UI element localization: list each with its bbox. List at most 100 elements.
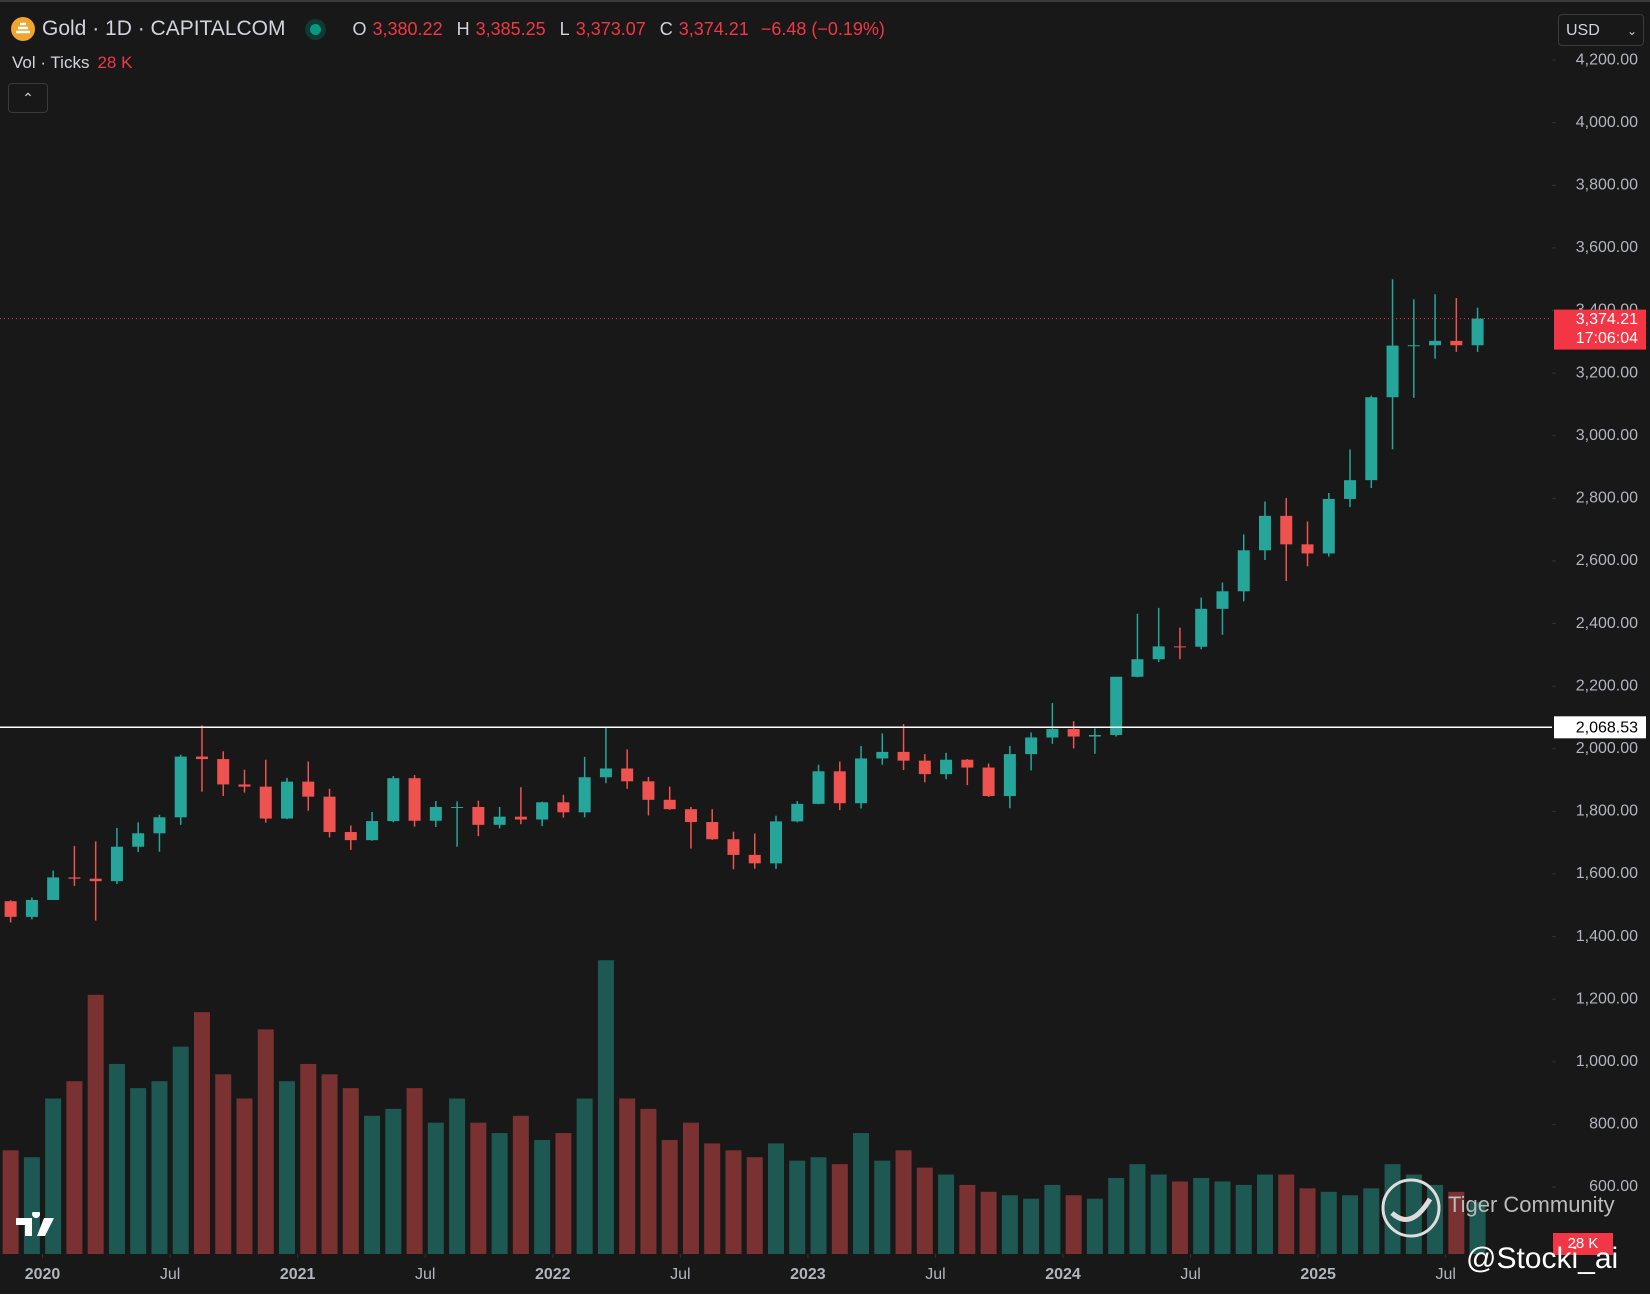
- volume-bar: [704, 1143, 721, 1254]
- candle-body: [1067, 729, 1080, 737]
- candle-body: [706, 822, 719, 840]
- volume-bar: [321, 1074, 338, 1254]
- candle-body: [1152, 646, 1165, 660]
- collapse-button[interactable]: ⌃: [8, 83, 48, 113]
- volume-bar: [342, 1088, 359, 1254]
- volume-bar: [853, 1133, 870, 1254]
- y-tick-label: 3,000.00: [1576, 427, 1638, 444]
- volume-bar: [640, 1108, 657, 1254]
- candle-body: [1131, 659, 1144, 677]
- candle-body: [1280, 515, 1293, 545]
- volume-bar: [172, 1046, 189, 1254]
- candle-body: [174, 756, 187, 818]
- volume-bar: [87, 994, 104, 1254]
- volume-bar: [1235, 1184, 1252, 1254]
- volume-bar: [576, 1098, 593, 1254]
- price-label-box: [1554, 309, 1646, 350]
- volume-bar: [874, 1160, 891, 1254]
- y-tick-label: 2,400.00: [1576, 615, 1638, 632]
- y-tick-label: 1,400.00: [1576, 928, 1638, 945]
- volume-bar: [1171, 1181, 1188, 1254]
- volume-bar: [1086, 1198, 1103, 1254]
- candle-body: [429, 806, 442, 821]
- x-tick-label: 2021: [280, 1266, 316, 1283]
- candle-body: [25, 899, 38, 917]
- volume-bar: [1001, 1195, 1018, 1254]
- x-tick-label: 2024: [1045, 1266, 1081, 1283]
- volume-bar: [1023, 1198, 1040, 1254]
- volume-bar: [215, 1074, 232, 1254]
- volume-bar: [300, 1063, 317, 1254]
- candle-body: [238, 784, 251, 787]
- y-tick-label: 4,200.00: [1576, 51, 1638, 68]
- x-tick-label: Jul: [1435, 1266, 1455, 1283]
- y-tick-label: 1,800.00: [1576, 803, 1638, 820]
- candle-body: [47, 877, 60, 900]
- candle-body: [1046, 729, 1059, 738]
- volume-bar: [1299, 1188, 1316, 1254]
- volume-value: 28 K: [97, 53, 133, 72]
- candle-body: [1258, 515, 1271, 551]
- candle-body: [514, 816, 527, 820]
- volume-bar: [768, 1143, 784, 1254]
- volume-bar: [1469, 1202, 1486, 1254]
- low-value: 3,373.07: [575, 18, 646, 39]
- candle-body: [1407, 345, 1420, 347]
- tv-logo: [16, 1212, 54, 1236]
- candle-body: [748, 854, 761, 864]
- legend-header: Gold · 1D · CAPITALCOM O 3,380.22 H 3,385.…: [10, 16, 885, 42]
- candle-body: [472, 806, 485, 825]
- candle-body: [1386, 345, 1399, 398]
- high-letter: H: [456, 18, 470, 39]
- volume-bar: [385, 1108, 402, 1254]
- y-tick-label: 800.00: [1589, 1116, 1638, 1133]
- candle-body: [195, 756, 208, 760]
- y-tick-label: 4,000.00: [1576, 114, 1638, 131]
- x-tick-label: Jul: [670, 1266, 690, 1283]
- low-letter: L: [559, 18, 570, 39]
- price-timer: 17:06:04: [1576, 330, 1638, 347]
- candle-body: [217, 759, 230, 785]
- volume-bar: [534, 1139, 551, 1254]
- y-tick-label: 2,800.00: [1576, 490, 1638, 507]
- y-tick-label: 3,200.00: [1576, 364, 1638, 381]
- candle-body: [663, 799, 676, 810]
- y-tick-label: 2,200.00: [1576, 677, 1638, 694]
- volume-bar: [682, 1122, 699, 1254]
- candle-body: [1195, 608, 1208, 647]
- x-tick-label: 2023: [790, 1266, 826, 1283]
- price-label: 3,374.21: [1576, 311, 1638, 328]
- y-tick-label: 2,000.00: [1576, 740, 1638, 757]
- volume-bar: [1278, 1174, 1295, 1254]
- x-tick-label: Jul: [160, 1266, 180, 1283]
- candle-body: [1173, 646, 1186, 648]
- candle-body: [557, 802, 570, 813]
- volume-bar: [831, 1164, 848, 1254]
- candle-body: [493, 816, 506, 825]
- high-value: 3,385.25: [475, 18, 546, 39]
- volume-bar: [66, 1081, 83, 1254]
- x-tick-label: 2025: [1300, 1266, 1336, 1283]
- candle-body: [408, 778, 421, 821]
- status-dot: [309, 23, 321, 35]
- volume-bar: [257, 1029, 274, 1254]
- volume-bar: [151, 1081, 168, 1254]
- candle-body: [259, 786, 272, 819]
- x-tick-label: 2020: [25, 1266, 61, 1283]
- volume-bar: [1256, 1174, 1273, 1254]
- volume-bar: [1448, 1191, 1465, 1254]
- candle-body: [578, 777, 591, 813]
- y-tick-label: 3,800.00: [1576, 177, 1638, 194]
- candle-body: [1471, 318, 1484, 346]
- candle-body: [1322, 498, 1335, 554]
- candle-body: [1025, 737, 1038, 755]
- volume-axis-label: 28 K: [1553, 1233, 1613, 1255]
- candle-body: [536, 802, 549, 820]
- symbol[interactable]: Gold · 1D · CAPITALCOM: [42, 17, 286, 40]
- candle-body: [451, 806, 464, 808]
- candle-body: [897, 751, 910, 761]
- y-tick-label: 1,000.00: [1576, 1053, 1638, 1070]
- volume-bar: [1342, 1195, 1359, 1254]
- currency-select[interactable]: USD ⌄: [1558, 14, 1644, 46]
